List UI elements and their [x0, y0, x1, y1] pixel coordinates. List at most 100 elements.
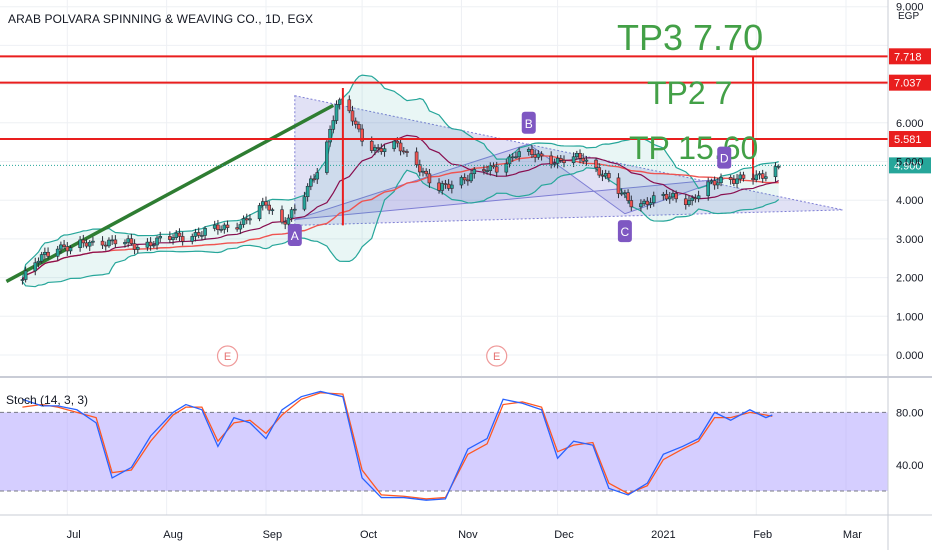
event-marker[interactable]: E [486, 345, 508, 367]
candle[interactable] [687, 195, 691, 207]
candle[interactable] [180, 231, 185, 246]
candle[interactable] [741, 171, 746, 182]
candle[interactable] [549, 151, 553, 169]
candle[interactable] [68, 245, 73, 255]
candle[interactable] [331, 115, 336, 134]
candle[interactable] [123, 239, 127, 248]
candle[interactable] [155, 235, 159, 250]
candle[interactable] [764, 171, 768, 182]
candle[interactable] [129, 233, 134, 246]
candle[interactable] [325, 139, 329, 175]
candle[interactable] [46, 247, 50, 260]
candle[interactable] [238, 221, 243, 235]
candle[interactable] [482, 164, 486, 175]
candle[interactable] [33, 257, 38, 276]
candle[interactable] [760, 169, 765, 183]
candle[interactable] [472, 166, 477, 179]
candle[interactable] [728, 174, 733, 185]
candle[interactable] [716, 177, 720, 190]
candle[interactable] [62, 239, 66, 250]
candle[interactable] [225, 220, 230, 233]
candle[interactable] [309, 175, 313, 191]
candle[interactable] [651, 191, 656, 207]
candle[interactable] [469, 169, 473, 183]
candle[interactable] [55, 245, 60, 261]
candle[interactable] [264, 196, 268, 209]
candle[interactable] [667, 191, 672, 204]
candle[interactable] [773, 162, 778, 182]
candle[interactable] [639, 199, 643, 212]
candle[interactable] [517, 147, 521, 162]
candle[interactable] [87, 240, 92, 252]
candle[interactable] [360, 124, 364, 147]
candle[interactable] [578, 149, 582, 164]
candle[interactable] [485, 165, 489, 175]
candle[interactable] [719, 173, 723, 187]
candle[interactable] [81, 234, 86, 248]
candle[interactable] [754, 170, 759, 183]
candle[interactable] [674, 190, 678, 203]
candle[interactable] [91, 236, 95, 246]
candle[interactable] [241, 215, 246, 228]
candle[interactable] [148, 237, 153, 251]
candle[interactable] [267, 200, 271, 215]
price-axis[interactable]: 7.718 7.037 5.581 4.900 0.000 1.000 2.000 3.000… [889, 2, 931, 472]
candle[interactable] [152, 240, 156, 249]
candle[interactable] [190, 233, 195, 245]
event-marker[interactable]: E [216, 345, 239, 367]
candle[interactable] [257, 202, 262, 222]
candle[interactable] [328, 125, 332, 147]
candle[interactable] [357, 121, 361, 133]
candle[interactable] [334, 100, 339, 124]
candle[interactable] [629, 195, 634, 211]
candle[interactable] [248, 214, 252, 225]
candle[interactable] [530, 145, 534, 159]
candle[interactable] [216, 219, 220, 235]
candle[interactable] [78, 236, 82, 252]
candle[interactable] [648, 197, 653, 209]
candle[interactable] [203, 226, 207, 240]
candle[interactable] [584, 155, 589, 166]
candle[interactable] [398, 137, 403, 156]
time-axis[interactable]: Jul Aug Sep Oct Nov Dec 2021 Feb Mar [67, 529, 863, 541]
candle[interactable] [353, 117, 358, 129]
candle[interactable] [376, 144, 380, 153]
candle[interactable] [39, 251, 44, 264]
candle[interactable] [462, 173, 467, 184]
candle[interactable] [20, 277, 25, 285]
candle[interactable] [558, 155, 563, 163]
candle[interactable] [337, 97, 342, 110]
candle[interactable] [514, 151, 518, 160]
candle[interactable] [616, 173, 621, 199]
candle[interactable] [158, 231, 163, 243]
candle[interactable] [59, 241, 63, 254]
candle[interactable] [196, 227, 201, 239]
candle[interactable] [491, 162, 496, 169]
candle[interactable] [571, 152, 576, 168]
candle[interactable] [488, 162, 493, 176]
candle[interactable] [280, 205, 284, 225]
candle[interactable] [594, 157, 598, 173]
candle[interactable] [776, 164, 781, 170]
candle[interactable] [690, 195, 694, 206]
candle[interactable] [382, 144, 387, 157]
candle[interactable] [113, 235, 118, 248]
candle[interactable] [293, 204, 297, 215]
candle[interactable] [289, 207, 294, 222]
candle[interactable] [664, 189, 669, 201]
candle[interactable] [36, 257, 41, 268]
candle[interactable] [200, 231, 204, 240]
candle[interactable] [302, 191, 307, 212]
candle[interactable] [350, 105, 355, 126]
candle[interactable] [424, 168, 429, 177]
stoch-pane[interactable] [0, 390, 888, 501]
candle[interactable] [414, 147, 419, 168]
candle[interactable] [392, 138, 396, 152]
candle[interactable] [417, 159, 422, 177]
candle[interactable] [100, 236, 105, 250]
candle[interactable] [555, 155, 560, 169]
candle[interactable] [696, 190, 701, 203]
candle[interactable] [270, 207, 275, 215]
candle[interactable] [135, 245, 140, 254]
